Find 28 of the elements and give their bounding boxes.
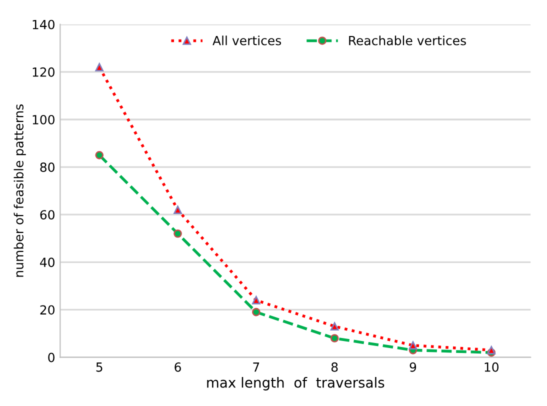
x-tick-label: 8 — [331, 362, 338, 372]
legend-label: All vertices — [212, 36, 282, 46]
y-tick-label: 60 — [40, 210, 54, 220]
y-tick-label: 20 — [40, 305, 54, 315]
x-axis-title: max length of traversals — [207, 377, 384, 390]
y-tick-label: 40 — [40, 258, 54, 268]
y-tick-label: 120 — [32, 67, 54, 77]
x-tick-label: 6 — [174, 362, 181, 372]
point — [330, 322, 339, 331]
x-tick-label: 7 — [253, 362, 260, 372]
point — [487, 346, 496, 354]
y-tick-label: 140 — [32, 20, 54, 30]
point — [252, 308, 260, 316]
y-tick-label: 80 — [40, 162, 54, 172]
point — [95, 62, 104, 72]
x-tick-label: 10 — [484, 362, 499, 372]
legend-label: Reachable vertices — [349, 36, 466, 46]
y-tick-label: 100 — [32, 114, 54, 124]
point — [174, 206, 182, 214]
point — [330, 334, 339, 342]
y-tick-label: 0 — [48, 352, 54, 362]
y-axis-title: number of feasible patterns — [14, 104, 26, 277]
point — [408, 341, 418, 350]
point — [174, 229, 182, 238]
x-tick-label: 5 — [96, 362, 102, 372]
point — [95, 150, 104, 160]
point — [252, 296, 260, 304]
x-tick-label: 9 — [410, 362, 416, 372]
